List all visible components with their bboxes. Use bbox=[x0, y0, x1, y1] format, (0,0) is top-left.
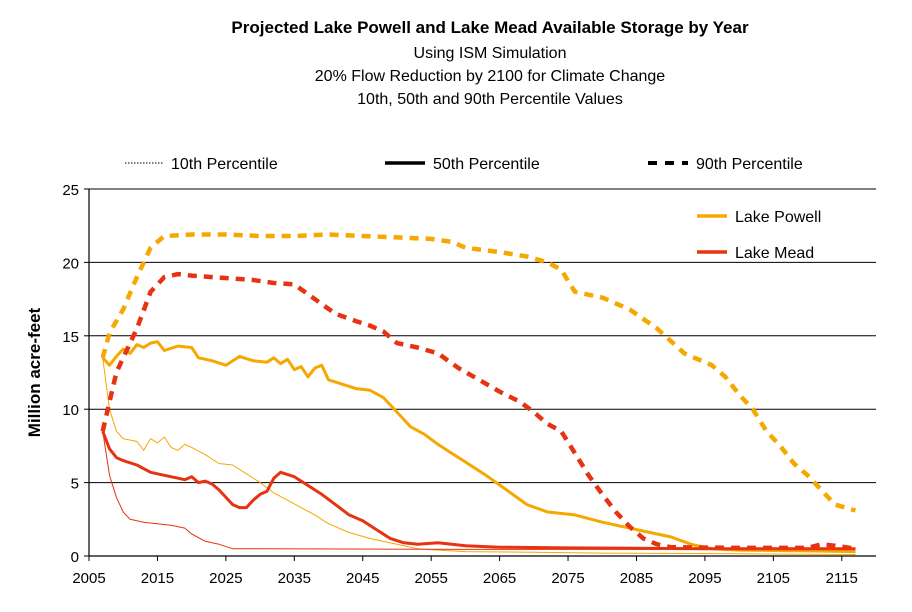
chart-title: Projected Lake Powell and Lake Mead Avai… bbox=[231, 18, 749, 37]
legend: 10th Percentile 50th Percentile 90th Perce… bbox=[125, 156, 821, 262]
y-tick-label: 5 bbox=[71, 476, 79, 493]
x-tick-label: 2115 bbox=[826, 570, 858, 587]
legend-label-percentile: 50th Percentile bbox=[433, 156, 540, 173]
y-tick-label: 10 bbox=[62, 402, 79, 419]
legend-label-percentile: 90th Percentile bbox=[696, 156, 803, 173]
legend-label-percentile: 10th Percentile bbox=[171, 156, 278, 173]
x-tick-label: 2105 bbox=[757, 570, 790, 587]
x-tick-label: 2085 bbox=[620, 570, 653, 587]
lake-mead-10th-line bbox=[102, 431, 856, 550]
legend-label-lake: Lake Mead bbox=[735, 245, 814, 262]
chart-titles: Projected Lake Powell and Lake Mead Avai… bbox=[140, 14, 840, 111]
y-tick-label: 15 bbox=[62, 329, 79, 346]
lake-mead-50th-line bbox=[101, 430, 856, 551]
lake-powell-10th-line bbox=[102, 357, 856, 555]
chart-subtitle-2: 20% Flow Reduction by 2100 for Climate C… bbox=[314, 68, 666, 85]
x-tick-label: 2095 bbox=[688, 570, 721, 587]
axes bbox=[84, 188, 876, 561]
x-tick-label: 2055 bbox=[414, 570, 447, 587]
gridlines bbox=[89, 188, 876, 484]
lake-powell-90th-line bbox=[100, 232, 857, 513]
y-axis-label: Million acre-feet bbox=[25, 307, 44, 437]
x-tick-label: 2045 bbox=[346, 570, 379, 587]
y-tick-label: 20 bbox=[62, 255, 79, 272]
x-tick-label: 2065 bbox=[483, 570, 516, 587]
x-tick-label: 2015 bbox=[141, 570, 174, 587]
lake-mead-90th-line bbox=[100, 271, 856, 551]
chart-subtitle-3: 10th, 50th and 90th Percentile Values bbox=[357, 91, 623, 108]
x-tick-label: 2005 bbox=[72, 570, 105, 587]
legend-label-lake: Lake Powell bbox=[735, 209, 821, 226]
lake-powell-50th-line bbox=[101, 340, 856, 554]
x-tick-label: 2035 bbox=[278, 570, 311, 587]
chart-subtitle-1: Using ISM Simulation bbox=[413, 45, 567, 62]
x-tick-label: 2075 bbox=[551, 570, 584, 587]
y-tick-label: 25 bbox=[62, 182, 79, 199]
x-tick-label: 2025 bbox=[209, 570, 242, 587]
series-lines bbox=[100, 232, 857, 555]
y-tick-label: 0 bbox=[71, 549, 79, 566]
